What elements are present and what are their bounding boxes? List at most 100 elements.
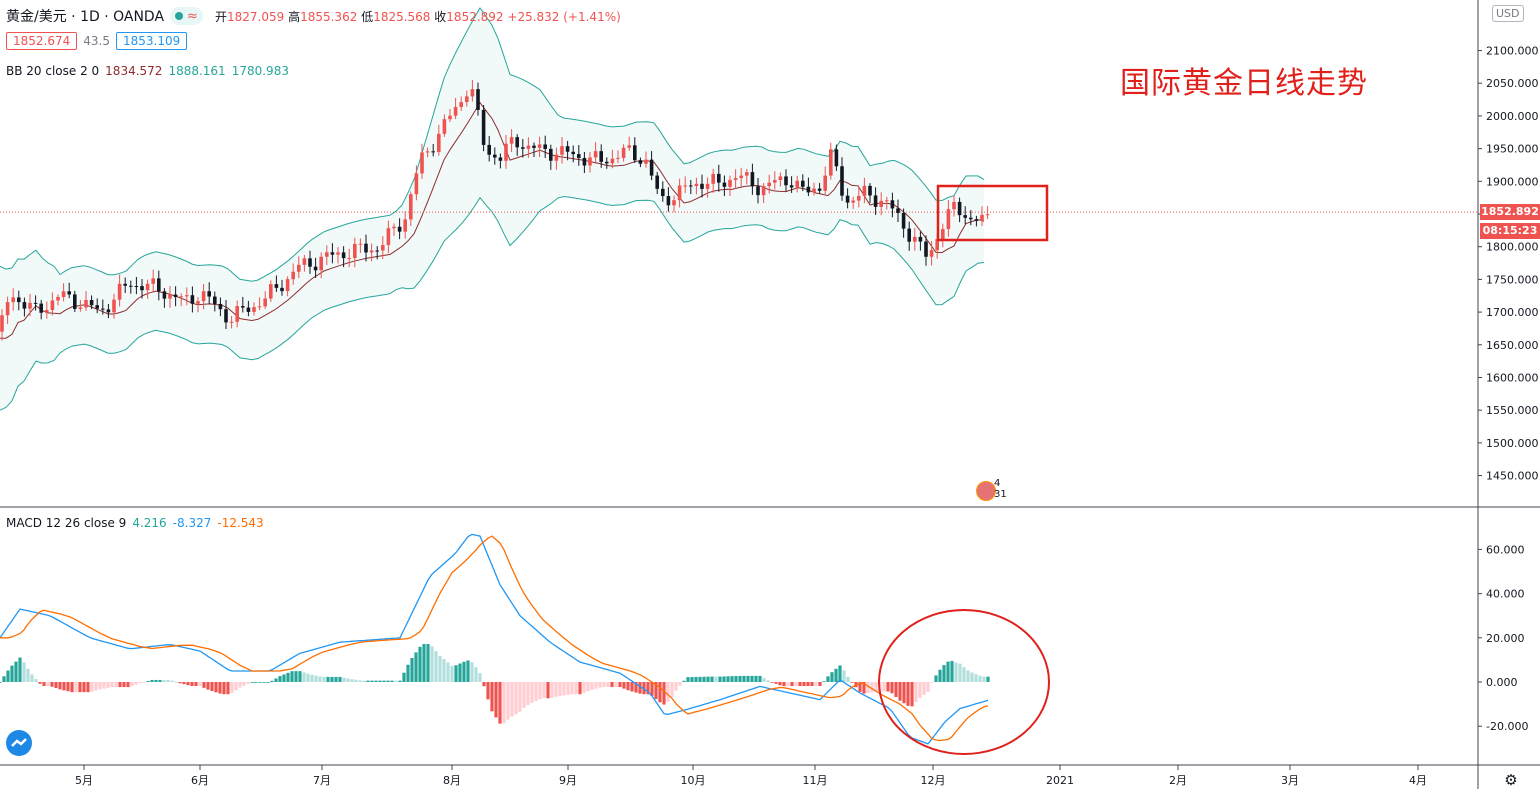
candle-body	[621, 147, 626, 158]
candle-body	[381, 245, 385, 251]
bid-button[interactable]: 1852.674	[6, 32, 78, 50]
candle-body	[498, 157, 503, 161]
macd-hist-bar	[806, 682, 810, 687]
macd-hist-bar	[602, 682, 606, 688]
symbol-legend: 黄金/美元 · 1D · OANDA ≈ 开1827.059 高1855.362…	[6, 6, 621, 26]
candle-body	[235, 306, 239, 322]
candle-body	[789, 185, 794, 188]
time-tick-label: 6月	[191, 774, 209, 787]
candle-body	[375, 250, 379, 252]
currency-label[interactable]: USD	[1492, 5, 1524, 22]
price-tick-label: 2100.000	[1486, 45, 1539, 58]
macd-hist-bar	[70, 682, 74, 693]
macd-hist-bar	[986, 676, 990, 682]
candle-body	[224, 309, 228, 323]
macd-hist-bar	[966, 670, 970, 682]
candle-body	[778, 176, 783, 181]
macd-hist-bar	[862, 682, 866, 694]
candle-body	[409, 194, 413, 220]
macd-hist-bar	[186, 682, 190, 686]
macd-hist-bar	[782, 682, 786, 687]
macd-hist-bar	[710, 676, 714, 682]
macd-hist-bar	[942, 665, 946, 682]
macd-hist-bar	[758, 675, 762, 682]
candle-body	[907, 228, 911, 242]
candle-body	[817, 188, 822, 191]
macd-hist-bar	[118, 682, 122, 688]
macd-hist-bar	[454, 665, 458, 682]
time-tick-label: 7月	[313, 774, 331, 787]
macd-hist-bar	[950, 660, 954, 682]
highlight-box[interactable]	[936, 184, 1049, 242]
macd-hist-bar	[906, 682, 910, 706]
event-badge[interactable]: 4 31	[976, 478, 1014, 501]
macd-hist-bar	[822, 681, 826, 683]
macd-hist-bar	[310, 674, 314, 682]
macd-hist-bar	[734, 676, 738, 682]
candle-body	[649, 159, 654, 176]
candle-body	[123, 283, 127, 286]
candle-body	[868, 185, 872, 196]
candle-body	[560, 146, 564, 155]
highlight-ellipse[interactable]	[878, 609, 1050, 755]
macd-hist-bar	[278, 676, 282, 682]
macd-hist-bar	[670, 682, 674, 697]
candle-body	[980, 214, 984, 221]
macd-hist-bar	[254, 682, 258, 683]
spread-value: 43.5	[83, 34, 110, 48]
candle-body	[577, 154, 581, 158]
candle-body	[39, 303, 43, 313]
price-tick-label: 1500.000	[1486, 437, 1539, 450]
candle-body	[201, 291, 206, 302]
symbol-title[interactable]: 黄金/美元 · 1D · OANDA	[6, 9, 165, 25]
macd-signal-line	[0, 535, 989, 742]
macd-hist-bar	[478, 673, 482, 682]
ask-button[interactable]: 1853.109	[115, 32, 188, 50]
candle-body	[414, 173, 419, 195]
macd-hist-bar	[66, 682, 70, 692]
candle-body	[728, 179, 732, 187]
macd-legend[interactable]: MACD 12 26 close 9 4.216 -8.327 -12.543	[6, 516, 264, 530]
macd-hist-bar	[486, 682, 490, 700]
macd-hist-bar	[582, 682, 586, 693]
macd-hist-bar	[2, 676, 6, 682]
candle-body	[453, 107, 458, 116]
candle-body	[207, 291, 211, 297]
candle-body	[812, 188, 816, 193]
candle-body	[101, 308, 105, 310]
candle-body	[481, 109, 486, 145]
candle-body	[554, 154, 559, 161]
macd-hist-bar	[518, 682, 522, 712]
macd-hist-bar	[470, 662, 474, 682]
candle-body	[151, 278, 155, 284]
macd-tick-label: 0.000	[1486, 676, 1518, 689]
macd-hist-bar	[430, 646, 434, 682]
macd-hist-bar	[762, 678, 766, 682]
bb-lower-value: 1780.983	[231, 64, 289, 78]
macd-tick-label: 40.000	[1486, 588, 1525, 601]
price-tick-label: 1950.000	[1486, 143, 1539, 156]
tradingview-logo-icon[interactable]	[6, 730, 32, 756]
market-status-pill[interactable]: ≈	[170, 7, 203, 25]
macd-hist-bar	[246, 682, 250, 684]
macd-hist-bar	[162, 679, 166, 682]
last-price-tag: 1852.892	[1480, 204, 1540, 220]
macd-hist-bar	[646, 682, 650, 695]
candle-body	[89, 299, 94, 306]
macd-hist-bar	[458, 663, 462, 682]
macd-hist-bar	[926, 682, 930, 692]
macd-hist-bar	[910, 682, 914, 707]
macd-hist-bar	[818, 682, 822, 687]
macd-hist-bar	[774, 682, 778, 684]
candle-body	[297, 264, 301, 272]
bb-legend[interactable]: BB 20 close 2 0 1834.572 1888.161 1780.9…	[6, 64, 289, 78]
macd-hist-bar	[546, 682, 550, 699]
candle-body	[767, 182, 771, 187]
gear-icon[interactable]: ⚙	[1504, 771, 1518, 789]
time-tick-label: 8月	[443, 774, 461, 787]
candle-body	[336, 252, 340, 255]
price-tick-label: 1450.000	[1486, 470, 1539, 483]
macd-hist-bar	[534, 682, 538, 702]
time-tick-label: 10月	[681, 774, 706, 787]
